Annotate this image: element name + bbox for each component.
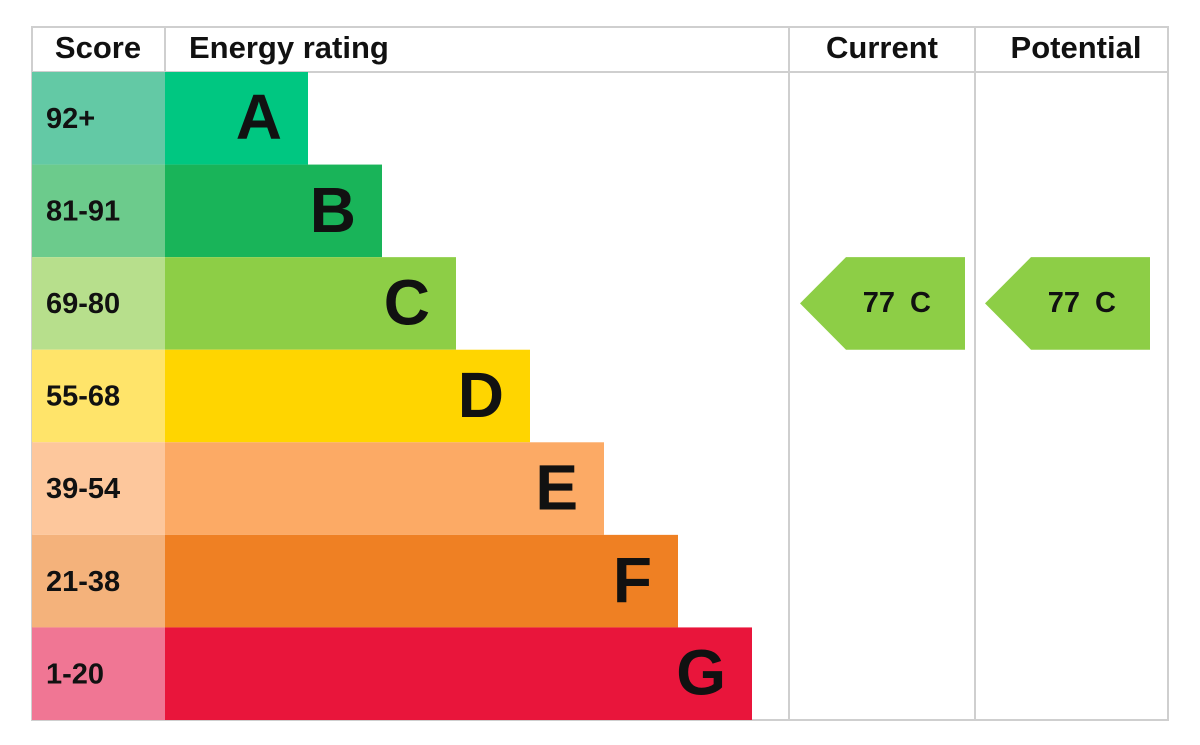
score-range: 39-54 [46, 473, 120, 505]
rating-rows: 92+ A 81-91 B 69-80 C 55-68 D 39-54 E 21-38 F 1-20 G [32, 72, 752, 720]
rating-bar [165, 164, 382, 258]
score-range: 21-38 [46, 566, 120, 598]
score-range: 81-91 [46, 196, 120, 228]
header-potential: Potential [1011, 30, 1142, 65]
score-cell [32, 442, 165, 535]
score-cell [32, 72, 165, 165]
score-cell [32, 164, 165, 258]
rating-bar [165, 72, 308, 165]
score-cell [32, 534, 165, 628]
rating-bar [165, 627, 752, 720]
potential-rating: C [1095, 287, 1116, 319]
rating-bar [165, 534, 678, 628]
rating-bar [165, 257, 456, 350]
rating-letter: C [384, 266, 430, 338]
score-range: 55-68 [46, 381, 120, 413]
header-score: Score [55, 30, 141, 65]
rating-letter: F [613, 544, 652, 616]
potential-arrow [985, 257, 1150, 350]
rating-bar [165, 349, 530, 443]
rating-letter: D [458, 359, 504, 431]
potential-score: 77 [1048, 287, 1080, 319]
current-arrow [800, 257, 965, 350]
score-range: 92+ [46, 103, 95, 135]
rating-letter: G [676, 637, 726, 709]
rating-letter: E [535, 451, 578, 523]
score-cell [32, 627, 165, 720]
header-rating: Energy rating [189, 30, 389, 65]
rating-arrows: 77 C 77 C [800, 257, 1150, 350]
rating-letter: B [310, 174, 356, 246]
rating-bar [165, 442, 604, 535]
score-cell [32, 349, 165, 443]
score-cell [32, 257, 165, 350]
score-range: 1-20 [46, 658, 104, 690]
current-rating: C [910, 287, 931, 319]
current-score: 77 [863, 287, 895, 319]
header-current: Current [826, 30, 938, 65]
rating-letter: A [236, 81, 282, 153]
score-range: 69-80 [46, 288, 120, 320]
